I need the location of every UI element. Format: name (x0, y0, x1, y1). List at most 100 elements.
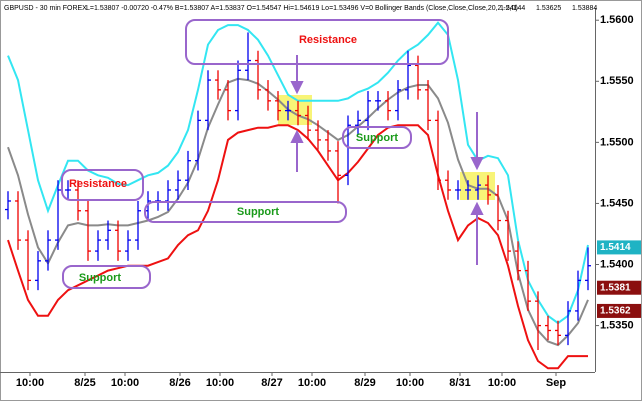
annotation-box (185, 19, 449, 65)
ohlc-bar (475, 175, 481, 200)
ohlc-bar (125, 230, 131, 261)
ohlc-bar (465, 180, 471, 200)
bollinger-band (7, 21, 589, 325)
ohlc-bar (325, 130, 331, 161)
ohlc-bar (65, 180, 71, 200)
ohlc-bar (405, 50, 411, 100)
ohlc-bar (165, 180, 171, 211)
ohlc-bar (255, 50, 261, 100)
ohlc-bar (225, 80, 231, 121)
ohlc-bar (365, 91, 371, 131)
ohlc-bar (335, 141, 341, 204)
ohlc-bar (25, 230, 31, 291)
arrow-head (290, 129, 304, 143)
ohlc-bar (375, 91, 381, 111)
x-tick-label: 8/27 (261, 377, 282, 389)
ohlc-bar (175, 170, 181, 200)
ohlc-bar (245, 32, 251, 81)
ohlc-bar (275, 91, 281, 121)
ohlc-bar (15, 191, 21, 250)
ohlc-bar (185, 150, 191, 190)
legend-value: 1.53625 (536, 5, 561, 12)
ohlc-bar (195, 110, 201, 171)
y-tick-label: 1.5400 (600, 258, 634, 270)
x-tick-label: 10:00 (488, 377, 516, 389)
ohlc-bar (495, 185, 501, 231)
bollinger-band (7, 124, 588, 370)
ohlc-bar (505, 210, 511, 261)
ohlc-bar (485, 175, 491, 205)
ohlc-bar (45, 230, 51, 271)
price-tag (597, 303, 641, 318)
ohlc-bar (455, 180, 461, 200)
legend-value: 1.54144 (500, 5, 525, 12)
ohlc-bar (215, 70, 221, 100)
x-tick-label: 10:00 (298, 377, 326, 389)
x-tick-label: 10:00 (111, 377, 139, 389)
ohlc-bar (155, 191, 161, 211)
annotation-label: Resistance (299, 34, 357, 46)
annotation-label: Resistance (69, 178, 127, 190)
annotations: Resistance Resistance Support Support Suppor… (61, 19, 484, 289)
x-tick-label: 10:00 (396, 377, 424, 389)
ohlc-bar (515, 241, 521, 281)
annotation-box (62, 265, 151, 289)
plot (5, 21, 591, 370)
x-tick-label: Sep (546, 377, 566, 389)
x-tick-label: 8/31 (449, 377, 470, 389)
ohlc-bar (395, 80, 401, 121)
x-tick-label: 10:00 (206, 377, 234, 389)
ohlc-bar (55, 180, 61, 250)
ohlc-bar (105, 220, 111, 250)
ohlc-bar (415, 55, 421, 100)
ohlc-bar (535, 291, 541, 351)
chart-title: GBPUSD - 30 min FOREX (4, 5, 87, 12)
ohlc-bar (315, 120, 321, 150)
y-tick-label: 1.5600 (600, 14, 634, 26)
ohlc-bar (425, 80, 431, 131)
ohlc-bar (205, 70, 211, 131)
ohlc-bar (585, 247, 591, 291)
ohlc-bar (555, 320, 561, 346)
ohlc-bar (525, 260, 531, 311)
ohlc-bar (285, 100, 291, 121)
x-tick-label: 8/25 (74, 377, 95, 389)
ohlc-bar (135, 200, 141, 250)
annotation-label: Support (237, 206, 279, 218)
ohlc-bar (435, 110, 441, 190)
annotation-box (144, 201, 347, 223)
annotation-box (61, 169, 144, 201)
legend-value: 1.53884 (572, 5, 597, 12)
price-tag (597, 240, 641, 255)
ohlc-bar (235, 60, 241, 121)
annotation-label: Support (79, 272, 121, 284)
arrow-head (470, 157, 484, 171)
ohlc-bar (565, 301, 571, 346)
y-tick-label: 1.5450 (600, 197, 634, 209)
ohlc-bar (295, 100, 301, 126)
price-tag-label: 1.5414 (600, 242, 631, 253)
x-tick-label: 10:00 (16, 377, 44, 389)
ohlc-bar (305, 105, 311, 140)
price-tag-label: 1.5381 (600, 282, 631, 293)
ohlc-bar (85, 200, 91, 261)
y-tick-label: 1.5550 (600, 75, 634, 87)
price-tag-label: 1.5362 (600, 306, 631, 317)
ohlc-bar (355, 110, 361, 136)
x-tick-label: 8/26 (169, 377, 190, 389)
ohlc-bar (35, 251, 41, 291)
y-tick-label: 1.5350 (600, 319, 634, 331)
ohlc-bar (95, 230, 101, 261)
x-tick-label: 8/29 (354, 377, 375, 389)
arrows (290, 55, 484, 265)
ohlc-bar (545, 315, 551, 341)
quote-line: L=1.53807 -0.00720 -0.47% B=1.53807 A=1.… (86, 5, 518, 12)
ohlc-bar (5, 191, 11, 220)
annotation-box (342, 126, 412, 149)
arrow-head (470, 201, 484, 215)
ohlc-bar (385, 91, 391, 121)
price-tag (597, 280, 641, 295)
ohlc-bar (445, 170, 451, 200)
arrow-head (290, 81, 304, 95)
